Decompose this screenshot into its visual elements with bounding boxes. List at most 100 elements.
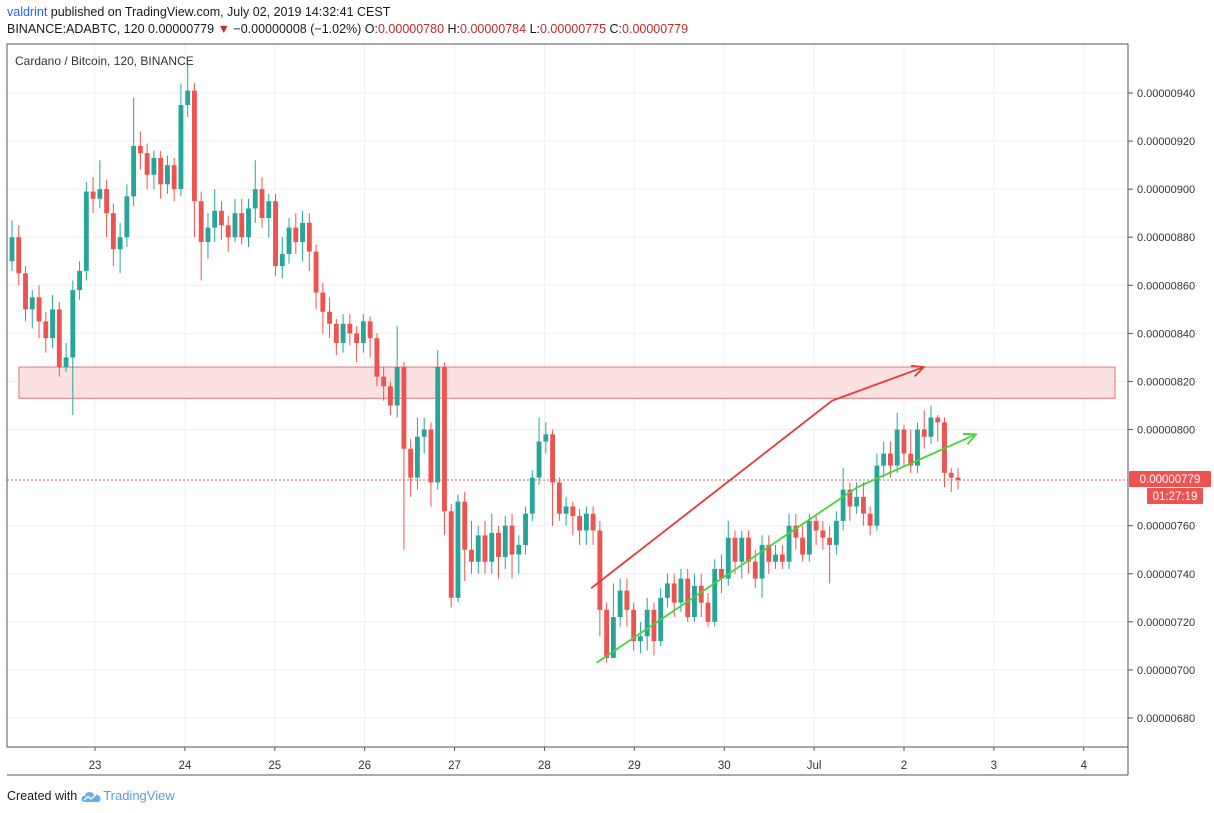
candle-down (90, 191, 96, 199)
candle-down (273, 201, 278, 267)
high-value: 0.00000784 (460, 22, 527, 36)
candle-down (921, 429, 927, 437)
candle-up (665, 583, 670, 598)
candle-down (685, 578, 691, 618)
tradingview-brand[interactable]: TradingView (103, 788, 175, 803)
candle-up (915, 429, 920, 466)
candle-up (50, 309, 55, 339)
candle-down (604, 609, 610, 658)
candle-down (793, 525, 799, 538)
candle-down (401, 367, 407, 449)
price-tick-label: 0.00000820 (1137, 376, 1195, 388)
resistance-zone[interactable] (18, 366, 1116, 399)
lower-arrow[interactable] (856, 433, 977, 489)
candle-up (178, 105, 184, 190)
symbol-label: BINANCE:ADABTC, 120 (7, 22, 145, 36)
candle-up (151, 157, 157, 175)
candle-up (543, 434, 549, 442)
candle-up (9, 237, 15, 262)
candle-down (935, 417, 941, 423)
candle-up (212, 210, 218, 228)
time-tick-label: 4 (1081, 760, 1088, 772)
countdown-tag: 01:27:19 (1153, 491, 1198, 503)
price-axis[interactable]: 0.00000940 0.00000920 0.00000900 0.00000880… (1128, 88, 1195, 725)
candle-down (948, 472, 954, 478)
low-value: 0.00000775 (540, 22, 607, 36)
candles (9, 61, 961, 663)
candle-down (820, 530, 826, 538)
candle-down (705, 602, 711, 622)
candle-up (164, 165, 170, 185)
candle-up (252, 189, 258, 209)
candle-up (394, 367, 400, 406)
close-label: C: (609, 22, 623, 36)
open-value: 0.00000780 (378, 22, 445, 36)
candle-down (23, 273, 28, 310)
candle-down (381, 376, 387, 387)
time-axis[interactable]: 23 24 25 26 27 28 29 30 Jul 2 3 4 (89, 747, 1088, 772)
candle-down (306, 222, 312, 252)
candle-up (414, 436, 420, 478)
channel-lines[interactable] (590, 364, 978, 664)
candle-down (752, 561, 758, 579)
price-tick-label: 0.00000680 (1137, 713, 1195, 725)
candle-up (205, 227, 211, 243)
low-label: L: (529, 22, 540, 36)
time-tick-label: 24 (178, 760, 191, 772)
candle-up (266, 201, 272, 218)
candle-up (806, 520, 812, 555)
candle-up (833, 520, 839, 545)
candle-down (651, 609, 657, 642)
candle-up (279, 254, 285, 267)
candle-down (955, 477, 961, 481)
price-tick-label: 0.00000720 (1137, 617, 1195, 629)
candle-down (347, 323, 353, 334)
candle-down (732, 537, 738, 562)
lower-channel-line[interactable] (596, 486, 858, 664)
time-tick-label: 27 (448, 760, 461, 772)
candle-up (536, 441, 542, 478)
time-tick-label: 25 (268, 760, 281, 772)
candle-up (773, 554, 778, 562)
candle-up (475, 535, 481, 562)
time-tick-label: 30 (718, 760, 731, 772)
candle-down (671, 583, 677, 603)
candle-down (219, 210, 224, 226)
upper-arrow[interactable] (831, 366, 925, 402)
time-tick-label: 28 (538, 760, 551, 772)
candle-down (550, 434, 556, 483)
price-tag-bg (1129, 471, 1211, 487)
candle-up (97, 189, 103, 199)
candle-up (725, 537, 731, 579)
candle-up (124, 196, 130, 238)
candle-down (590, 513, 596, 531)
author-link[interactable]: valdrint (7, 5, 48, 19)
candle-up (583, 513, 589, 531)
candle-down (16, 237, 22, 274)
candle-up (185, 90, 191, 106)
candle-up (881, 453, 887, 466)
candle-down (570, 506, 576, 517)
candle-up (529, 477, 535, 514)
candle-down (469, 549, 474, 562)
candle-down (746, 537, 751, 562)
candle-down (36, 297, 42, 322)
candle-up (678, 578, 684, 603)
publish-info: valdrint published on TradingView.com, J… (7, 5, 390, 19)
candle-up (516, 544, 522, 555)
time-tick-label: 23 (89, 760, 102, 772)
candle-up (759, 544, 765, 579)
candle-down (860, 496, 866, 514)
candle-down (239, 213, 245, 238)
price-tick-label: 0.00000860 (1137, 280, 1195, 292)
last-price: 0.00000779 (148, 22, 215, 36)
candle-up (617, 590, 623, 618)
candle-down (462, 501, 468, 550)
upper-channel-line[interactable] (590, 399, 833, 589)
candle-down (577, 516, 583, 531)
candle-down (597, 530, 603, 610)
candle-down (847, 489, 853, 507)
candle-down (259, 189, 265, 218)
candle-up (421, 429, 427, 437)
